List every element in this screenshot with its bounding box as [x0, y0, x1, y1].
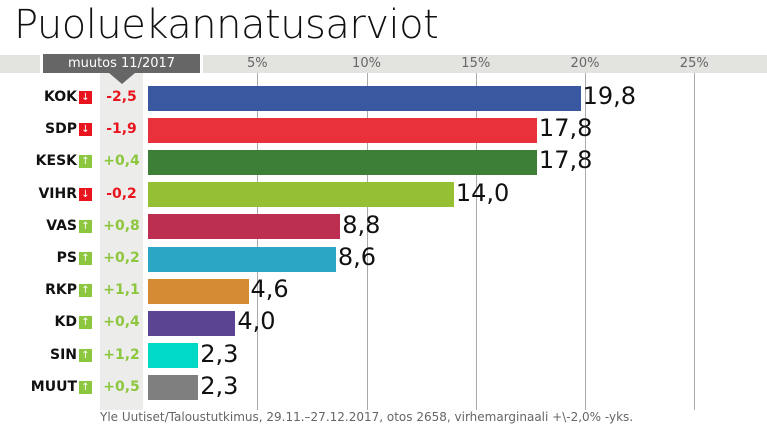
value-label: 8,6 [337, 243, 377, 271]
arrow-up-icon: ↑ [79, 380, 92, 394]
arrow-down-icon: ↓ [79, 123, 92, 137]
change-value: +0,4 [103, 314, 140, 331]
value-label: 4,0 [237, 307, 276, 336]
arrow-up-icon: ↑ [79, 284, 92, 298]
change-value: +1,1 [103, 282, 140, 299]
axis-band [203, 55, 767, 73]
change-value: +0,8 [103, 217, 140, 234]
value-label: 2,3 [200, 339, 239, 368]
arrow-up-icon: ↑ [79, 348, 92, 362]
value-label: 8,8 [342, 210, 381, 239]
change-value: -1,9 [106, 121, 137, 138]
arrow-up-icon: ↑ [79, 155, 92, 169]
value-label: 14,0 [455, 178, 510, 207]
arrow-up-icon: ↑ [79, 219, 92, 233]
gridline [366, 73, 368, 410]
gridline [585, 73, 586, 410]
value-label: 17,8 [538, 114, 593, 143]
tick-label: 25% [679, 56, 709, 71]
change-value: -0,2 [106, 185, 137, 202]
bar [148, 343, 199, 369]
change-value: +0,4 [103, 153, 140, 170]
gridline [694, 73, 696, 410]
bar [148, 310, 236, 336]
bar [148, 278, 249, 304]
party-label: KOK [44, 89, 77, 105]
chart-title: Puoluekannatusarviot [14, 2, 439, 48]
bar [148, 214, 341, 240]
change-value: +1,2 [103, 346, 140, 363]
party-label: VAS [46, 217, 77, 234]
value-label: 17,8 [538, 146, 593, 175]
axis-band [0, 55, 40, 73]
party-label: VIHR [38, 185, 77, 202]
gridline [475, 73, 477, 410]
party-label: SDP [45, 121, 77, 138]
party-label: MUUT [30, 378, 77, 395]
source-note: Yle Uutiset/Taloustutkimus, 29.11.–27.12… [100, 410, 634, 424]
tick-label: 20% [570, 56, 600, 71]
arrow-up-icon: ↑ [79, 316, 92, 330]
party-label: PS [56, 250, 77, 266]
value-label: 2,3 [200, 371, 239, 400]
party-label: SIN [49, 346, 77, 363]
change-value: +0,5 [103, 378, 140, 395]
change-column [100, 72, 143, 410]
change-value: +0,2 [103, 250, 140, 266]
tick-label: 10% [352, 56, 381, 71]
value-label: 19,8 [582, 82, 637, 110]
bar [148, 149, 537, 175]
tick-label: 5% [246, 56, 268, 71]
change-header: muutos 11/2017 [43, 54, 200, 73]
bar [148, 117, 537, 143]
tick-label: 15% [461, 56, 491, 71]
party-label: KESK [35, 153, 77, 170]
change-header-pointer [109, 73, 135, 84]
bar [148, 246, 336, 272]
bar [148, 182, 454, 208]
bar [148, 85, 581, 111]
change-value: -2,5 [106, 89, 137, 105]
bar [148, 375, 199, 401]
arrow-down-icon: ↓ [79, 187, 92, 201]
value-label: 4,6 [250, 275, 289, 304]
party-label: RKP [45, 282, 77, 299]
arrow-up-icon: ↑ [79, 252, 92, 265]
arrow-down-icon: ↓ [79, 91, 92, 104]
gridline [257, 73, 259, 410]
party-label: KD [54, 314, 77, 331]
